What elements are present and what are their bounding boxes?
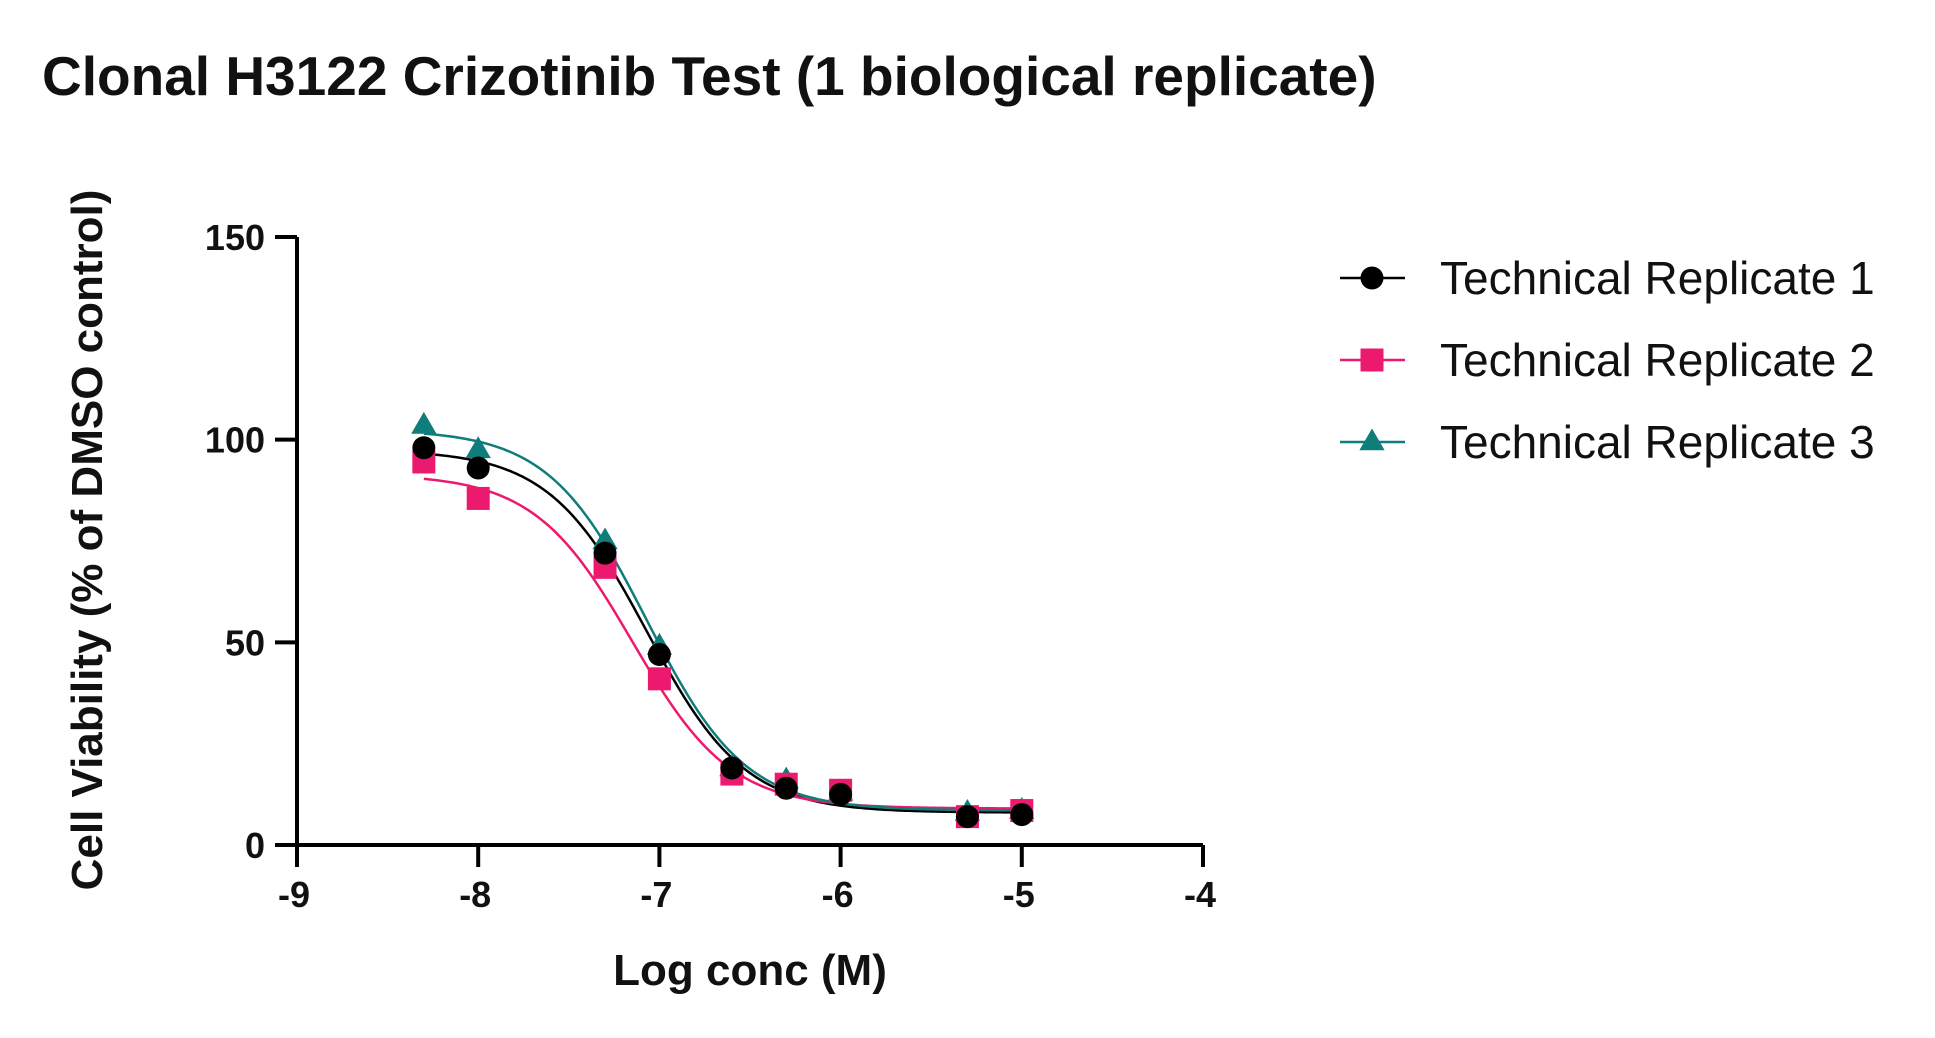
data-point [1010,803,1034,827]
x-tick-label: -5 [1003,874,1035,915]
y-tick-label: 100 [205,420,265,461]
data-point [593,541,617,565]
y-tick-label: 50 [225,622,265,663]
data-point [466,456,490,480]
legend-label: Technical Replicate 3 [1440,416,1875,468]
data-point [774,776,798,800]
x-tick-label: -8 [459,874,491,915]
fit-curve [423,452,1022,814]
legend-label: Technical Replicate 2 [1440,334,1875,386]
axes: 0 50 100 150 -9 -8 -7 -6 -5 -4 Log conc (M) Cell Vi… [63,190,1216,995]
x-tick-label: -4 [1184,874,1216,915]
data-point [647,642,671,666]
x-axis-title: Log conc (M) [613,946,887,995]
legend-label: Technical Replicate 1 [1440,252,1875,304]
data-point [829,782,853,806]
fit-curve [423,477,1022,810]
legend-marker [1359,428,1385,451]
x-tick-label: -9 [278,874,310,915]
legend-marker [1360,348,1384,372]
fit-curves [423,432,1022,814]
data-point [411,411,437,434]
x-tick-label: -7 [640,874,672,915]
x-tick-label: -6 [822,874,854,915]
data-point [465,436,491,459]
data-point [412,436,436,460]
data-point [466,486,490,510]
legend: Technical Replicate 1 Technical Replicate… [1340,252,1875,468]
y-tick-label: 0 [245,825,265,866]
data-point [720,756,744,780]
data-point [647,667,671,691]
legend-marker [1360,266,1384,290]
y-axis-title: Cell Viability (% of DMSO control) [63,190,112,891]
chart-title: Clonal H3122 Crizotinib Test (1 biologic… [42,45,1377,107]
data-point [955,805,979,829]
fit-curve [423,432,1022,812]
y-tick-label: 150 [205,217,265,258]
data-points [411,411,1035,829]
